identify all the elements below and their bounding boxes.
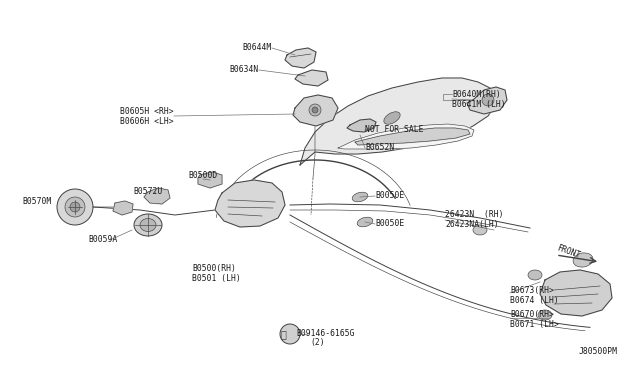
Text: NOT FOR SALE: NOT FOR SALE xyxy=(365,125,424,135)
Polygon shape xyxy=(338,124,474,149)
Text: B0673(RH>: B0673(RH> xyxy=(510,285,554,295)
Text: FRONT: FRONT xyxy=(555,244,581,260)
Text: B0671 (LH>: B0671 (LH> xyxy=(510,321,559,330)
Text: B0572U: B0572U xyxy=(133,187,163,196)
Text: B0652N: B0652N xyxy=(365,144,394,153)
Text: B0644M: B0644M xyxy=(243,44,272,52)
Text: 26423N  (RH): 26423N (RH) xyxy=(445,211,504,219)
Text: Ⓑ: Ⓑ xyxy=(280,329,286,339)
Text: B0605H <RH>: B0605H <RH> xyxy=(120,106,174,115)
Polygon shape xyxy=(198,172,222,188)
Text: B0050E: B0050E xyxy=(375,192,404,201)
Ellipse shape xyxy=(384,112,400,124)
Ellipse shape xyxy=(538,310,552,320)
Text: B0641M (LH): B0641M (LH) xyxy=(452,99,506,109)
Text: B0670(RH>: B0670(RH> xyxy=(510,311,554,320)
Polygon shape xyxy=(295,70,328,86)
Polygon shape xyxy=(293,95,338,126)
Text: B0606H <LH>: B0606H <LH> xyxy=(120,116,174,125)
Text: B09146-6165G: B09146-6165G xyxy=(296,328,355,337)
Polygon shape xyxy=(540,270,612,316)
Text: B0059A: B0059A xyxy=(88,235,117,244)
Ellipse shape xyxy=(352,192,368,202)
Polygon shape xyxy=(347,119,376,132)
Circle shape xyxy=(65,197,85,217)
Text: J80500PM: J80500PM xyxy=(579,347,618,356)
Ellipse shape xyxy=(473,225,487,235)
Text: B0501 (LH): B0501 (LH) xyxy=(192,273,241,282)
Circle shape xyxy=(309,104,321,116)
Ellipse shape xyxy=(573,253,593,267)
Text: B0050E: B0050E xyxy=(375,219,404,228)
Circle shape xyxy=(70,202,80,212)
Polygon shape xyxy=(215,180,285,227)
Polygon shape xyxy=(355,128,470,145)
Circle shape xyxy=(312,107,318,113)
Polygon shape xyxy=(113,201,133,215)
Circle shape xyxy=(280,324,300,344)
Ellipse shape xyxy=(528,270,542,280)
Polygon shape xyxy=(467,87,507,114)
Text: (2): (2) xyxy=(310,339,324,347)
Polygon shape xyxy=(285,48,316,68)
Text: B0570M: B0570M xyxy=(22,198,51,206)
Polygon shape xyxy=(300,78,496,165)
Ellipse shape xyxy=(140,218,156,231)
Text: 26423NA(LH): 26423NA(LH) xyxy=(445,221,499,230)
Text: B0674 (LH): B0674 (LH) xyxy=(510,295,559,305)
Circle shape xyxy=(57,189,93,225)
Polygon shape xyxy=(144,188,170,204)
Text: B0500(RH): B0500(RH) xyxy=(192,263,236,273)
Circle shape xyxy=(482,94,494,106)
Text: B0634N: B0634N xyxy=(230,65,259,74)
Text: B0500D: B0500D xyxy=(188,170,217,180)
Text: B0640M(RH): B0640M(RH) xyxy=(452,90,500,99)
Ellipse shape xyxy=(357,217,373,227)
Ellipse shape xyxy=(134,214,162,236)
